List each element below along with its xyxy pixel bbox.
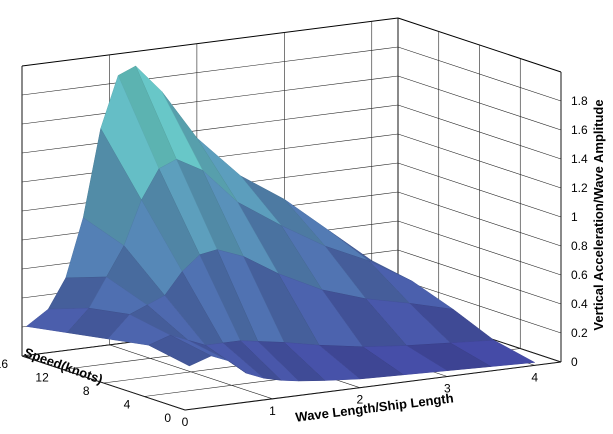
z-tick-label: 1 [571, 210, 578, 224]
surface-cell [148, 334, 212, 367]
x-tick-label: 3 [444, 382, 451, 396]
x-axis-title: Wave Length/Ship Length [295, 390, 455, 424]
x-tick-label: 1 [269, 404, 276, 418]
z-tick-label: 0.4 [571, 297, 588, 311]
z-tick-label: 0.2 [571, 326, 588, 340]
y-tick-label: 8 [83, 384, 90, 398]
y-tick-label: 0 [164, 411, 171, 425]
grid-line [21, 104, 399, 154]
z-tick-label: 0.8 [571, 239, 588, 253]
z-tick-label: 1.2 [571, 181, 588, 195]
x-tick-label: 4 [531, 370, 538, 384]
z-tick-label: 1.8 [571, 94, 588, 108]
y-tick-label: 16 [0, 357, 8, 371]
x-tick-label: 2 [357, 393, 364, 407]
box-edge [21, 17, 399, 67]
x-tick-label: 0 [182, 415, 189, 429]
z-tick-label: 1.4 [571, 152, 588, 166]
y-tick-label: 4 [124, 398, 131, 412]
grid-line [184, 361, 562, 411]
y-tick-label: 12 [35, 371, 49, 385]
z-axis-title: Vertical Acceleration/Wave Amplitude [591, 99, 606, 330]
grid-line [21, 46, 399, 96]
z-tick-label: 0 [571, 355, 578, 369]
z-tick-label: 0.6 [571, 268, 588, 282]
grid-line [21, 75, 399, 125]
z-tick-label: 1.6 [571, 123, 588, 137]
